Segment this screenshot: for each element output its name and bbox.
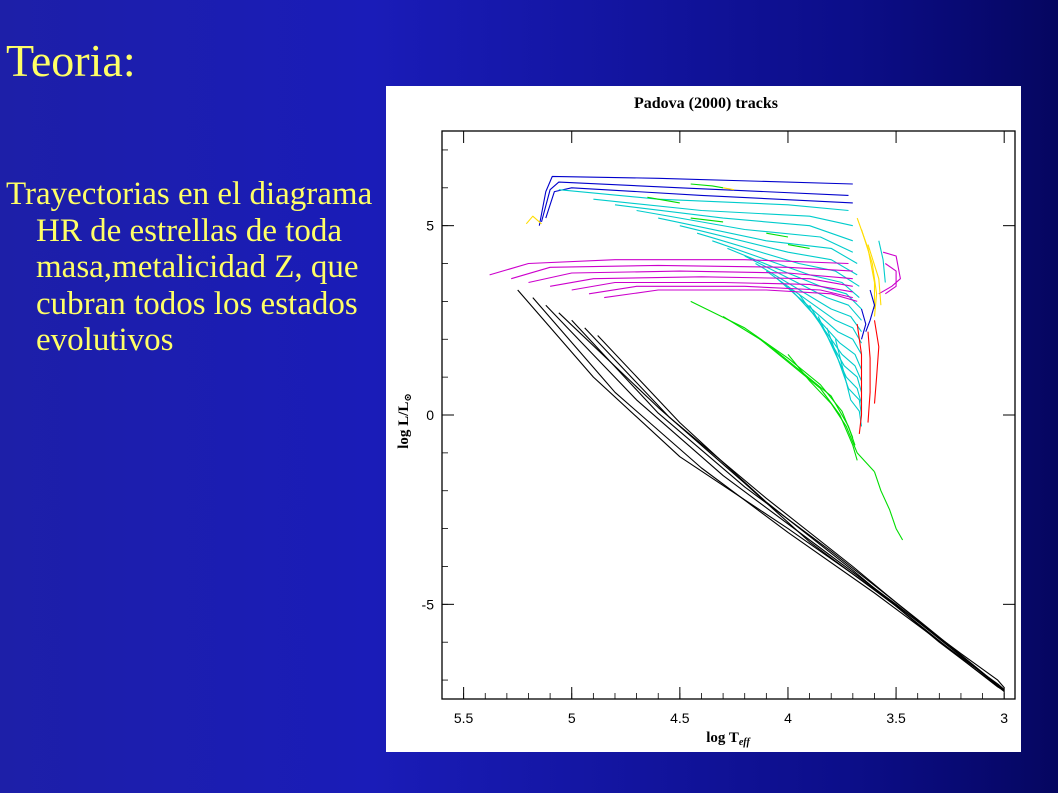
evolutionary-track-56 [865, 289, 876, 332]
series-layer [489, 175, 1005, 692]
evolutionary-track-9 [545, 187, 853, 219]
evolutionary-track-55 [867, 244, 882, 306]
evolutionary-track-2 [545, 304, 1005, 690]
evolutionary-track-15 [679, 225, 858, 276]
evolutionary-track-49 [867, 331, 871, 423]
evolutionary-track-33 [571, 281, 853, 293]
evolutionary-track-12 [614, 204, 853, 242]
evolutionary-track-21 [765, 270, 862, 344]
y-tick-label: 0 [426, 407, 434, 423]
evolutionary-track-20 [755, 263, 862, 333]
evolutionary-track-52 [723, 187, 734, 191]
evolutionary-track-35 [604, 289, 858, 302]
y-axis-ticks: 5 0 -5 [422, 149, 1015, 681]
evolutionary-track-23 [787, 285, 863, 370]
evolutionary-track-32 [550, 276, 853, 287]
evolutionary-track-3 [558, 312, 1005, 692]
y-axis-label-symbol: ⊙ [403, 393, 414, 401]
evolutionary-track-37 [884, 263, 897, 295]
evolutionary-track-44 [722, 316, 856, 446]
evolutionary-track-34 [588, 285, 853, 299]
evolutionary-track-36 [878, 251, 901, 295]
evolutionary-track-26 [817, 316, 863, 404]
evolutionary-track-46 [787, 354, 875, 473]
slide-body-text: Trayectorias en el diagrama HR de estrel… [6, 176, 373, 358]
evolutionary-track-6 [597, 335, 1005, 692]
evolutionary-track-38 [690, 183, 724, 189]
evolutionary-track-10 [558, 189, 849, 212]
evolutionary-track-25 [809, 304, 863, 393]
x-axis-label: log Teff [706, 730, 751, 748]
evolutionary-track-0 [517, 289, 1005, 688]
evolutionary-track-40 [690, 217, 724, 223]
y-axis-label: log L/L⊙ [396, 393, 414, 449]
evolutionary-track-43 [690, 300, 854, 438]
evolutionary-track-51 [525, 215, 542, 225]
x-tick-label: 3.5 [886, 710, 906, 726]
evolutionary-track-5 [584, 327, 1005, 692]
evolutionary-track-4 [571, 319, 1005, 692]
x-axis-label-sub: eff [739, 737, 752, 748]
evolutionary-track-17 [712, 240, 860, 299]
evolutionary-track-11 [593, 198, 853, 227]
x-tick-label: 3 [1000, 710, 1008, 726]
evolutionary-track-29 [489, 259, 849, 276]
evolutionary-track-31 [528, 270, 853, 284]
evolutionary-track-58 [878, 240, 886, 283]
evolutionary-track-54 [860, 229, 878, 317]
evolutionary-track-1 [532, 297, 1005, 690]
evolutionary-track-8 [540, 181, 849, 223]
slide-title: Teoria: [6, 35, 136, 86]
x-axis-label-main: log T [706, 730, 739, 746]
x-tick-label: 5 [568, 710, 576, 726]
evolutionary-track-39 [647, 196, 680, 204]
evolutionary-track-19 [744, 255, 862, 321]
x-tick-label: 5.5 [454, 710, 474, 726]
evolutionary-track-14 [658, 217, 858, 264]
evolutionary-track-50 [873, 320, 880, 404]
plot-frame [441, 130, 1016, 700]
evolutionary-track-57 [860, 308, 867, 340]
x-tick-label: 4 [784, 710, 792, 726]
chart-title: Padova (2000) tracks [634, 95, 778, 112]
evolutionary-track-41 [766, 232, 789, 238]
x-tick-label: 4.5 [670, 710, 690, 726]
evolutionary-track-48 [856, 324, 863, 434]
evolutionary-track-27 [826, 327, 863, 416]
evolutionary-track-42 [787, 244, 810, 249]
evolutionary-track-7 [538, 175, 853, 226]
evolutionary-track-30 [511, 264, 853, 280]
evolutionary-track-28 [834, 339, 863, 427]
chart-panel: Padova (2000) tracks 5.5 5 4.5 4 3.5 3 5 0 -5 l… [386, 86, 1021, 752]
y-tick-label: 5 [426, 218, 434, 234]
evolutionary-track-13 [636, 209, 854, 253]
y-axis-label-main: log L/L [396, 402, 412, 449]
evolutionary-track-47 [873, 471, 904, 541]
x-axis-ticks: 5.5 5 4.5 4 3.5 3 [454, 131, 1008, 726]
hr-diagram-chart: Padova (2000) tracks 5.5 5 4.5 4 3.5 3 5 0 -5 l… [396, 95, 1016, 748]
y-tick-label: -5 [422, 596, 435, 612]
